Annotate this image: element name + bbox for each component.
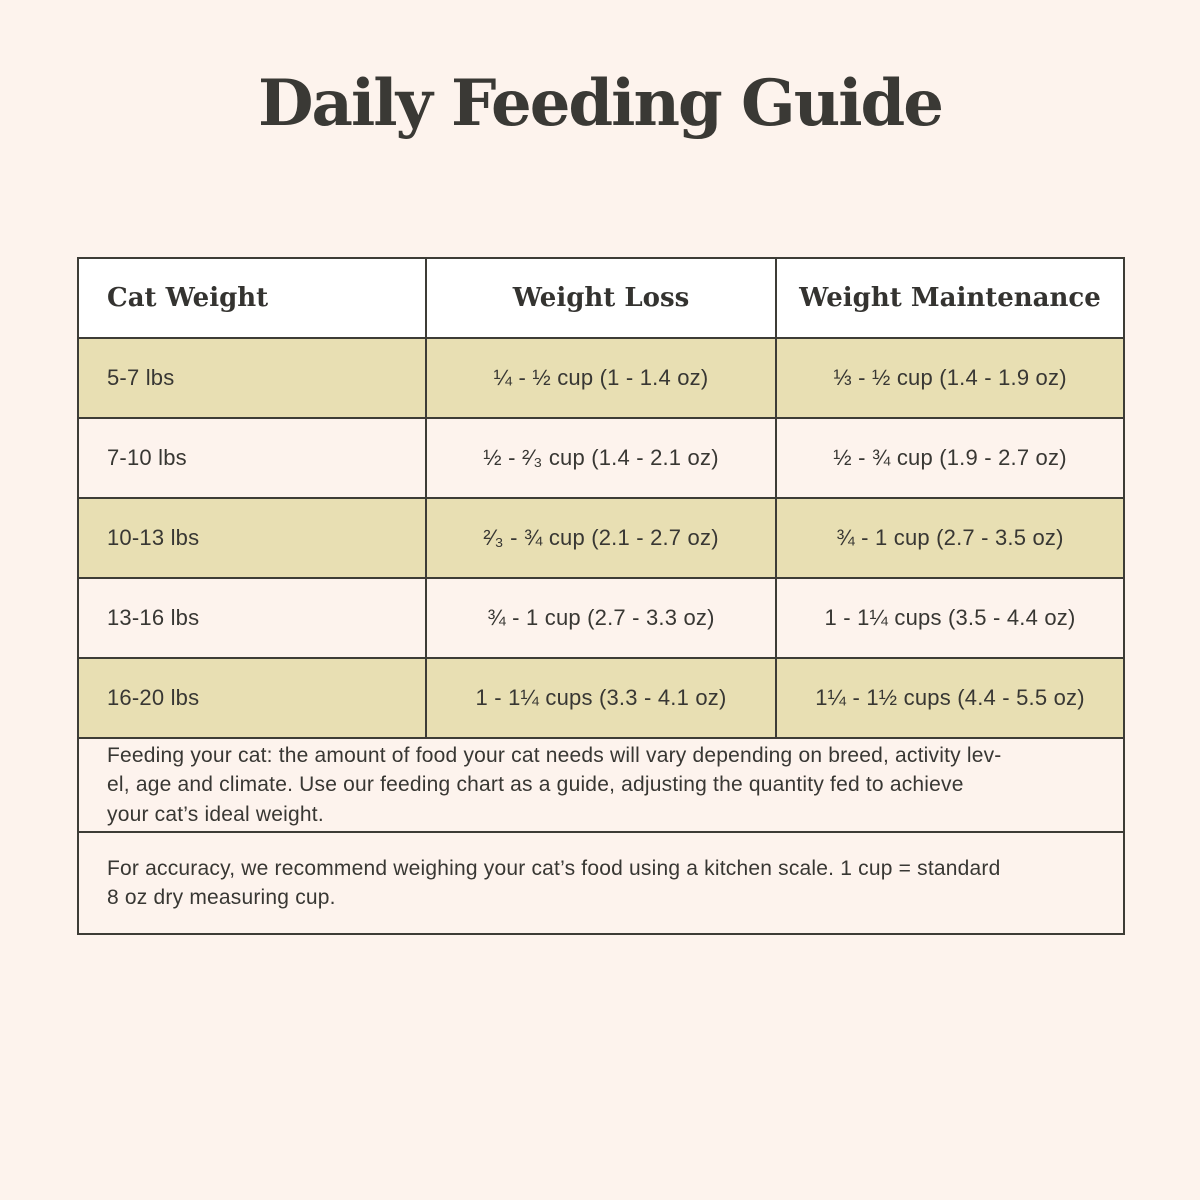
table-row: 7-10 lbs ½ - ²⁄₃ cup (1.4 - 2.1 oz) ½ - … — [77, 417, 1125, 499]
cat-weight-cell: 13-16 lbs — [77, 577, 427, 659]
cat-weight-cell: 16-20 lbs — [77, 657, 427, 739]
weight-loss-cell: ²⁄₃ - ¾ cup (2.1 - 2.7 oz) — [425, 497, 777, 579]
cat-weight-cell: 5-7 lbs — [77, 337, 427, 419]
feeding-note: Feeding your cat: the amount of food you… — [77, 737, 1125, 833]
cat-weight-cell: 7-10 lbs — [77, 417, 427, 499]
weight-loss-cell: ¼ - ½ cup (1 - 1.4 oz) — [425, 337, 777, 419]
weight-loss-cell: ½ - ²⁄₃ cup (1.4 - 2.1 oz) — [425, 417, 777, 499]
column-header-cat-weight: Cat Weight — [77, 257, 427, 339]
weight-maintenance-cell: 1 - 1¼ cups (3.5 - 4.4 oz) — [775, 577, 1125, 659]
accuracy-note: For accuracy, we recommend weighing your… — [77, 831, 1125, 935]
table-row: 13-16 lbs ¾ - 1 cup (2.7 - 3.3 oz) 1 - 1… — [77, 577, 1125, 659]
weight-loss-cell: 1 - 1¼ cups (3.3 - 4.1 oz) — [425, 657, 777, 739]
footnote-row: Feeding your cat: the amount of food you… — [77, 737, 1125, 833]
header-row: Cat Weight Weight Loss Weight Maintenanc… — [77, 257, 1125, 339]
column-header-weight-loss: Weight Loss — [425, 257, 777, 339]
table-row: 10-13 lbs ²⁄₃ - ¾ cup (2.1 - 2.7 oz) ¾ -… — [77, 497, 1125, 579]
table-row: 16-20 lbs 1 - 1¼ cups (3.3 - 4.1 oz) 1¼ … — [77, 657, 1125, 739]
weight-maintenance-cell: 1¼ - 1½ cups (4.4 - 5.5 oz) — [775, 657, 1125, 739]
feeding-guide-table: Cat Weight Weight Loss Weight Maintenanc… — [77, 257, 1125, 935]
cat-weight-cell: 10-13 lbs — [77, 497, 427, 579]
weight-maintenance-cell: ⅓ - ½ cup (1.4 - 1.9 oz) — [775, 337, 1125, 419]
footnote-row: For accuracy, we recommend weighing your… — [77, 831, 1125, 935]
weight-maintenance-cell: ¾ - 1 cup (2.7 - 3.5 oz) — [775, 497, 1125, 579]
page-title: Daily Feeding Guide — [257, 66, 944, 141]
table-row: 5-7 lbs ¼ - ½ cup (1 - 1.4 oz) ⅓ - ½ cup… — [77, 337, 1125, 419]
weight-maintenance-cell: ½ - ¾ cup (1.9 - 2.7 oz) — [775, 417, 1125, 499]
column-header-weight-maintenance: Weight Maintenance — [775, 257, 1125, 339]
weight-loss-cell: ¾ - 1 cup (2.7 - 3.3 oz) — [425, 577, 777, 659]
